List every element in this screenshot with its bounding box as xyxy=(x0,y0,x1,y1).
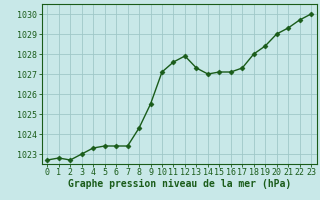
X-axis label: Graphe pression niveau de la mer (hPa): Graphe pression niveau de la mer (hPa) xyxy=(68,179,291,189)
